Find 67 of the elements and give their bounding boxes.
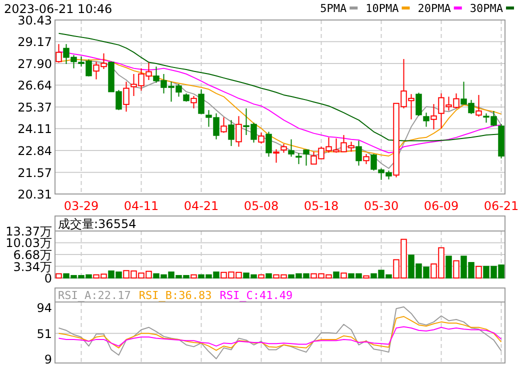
bar [453,260,460,278]
y-tick-label: 94 [36,300,52,315]
candlestick [296,152,302,165]
y-tick-label: 21.57 [18,166,52,180]
y-tick-label: 10.03万 [6,236,52,250]
y-tick-label: 27.90 [18,57,52,71]
text: RSI_B:36.83 [138,289,212,302]
candlestick [123,81,130,112]
bar [340,272,347,278]
bar [258,274,264,278]
y-tick-label: 51 [36,326,52,341]
x-tick-label: 03-29 [64,199,99,213]
candlestick [258,132,264,144]
candlestick [266,131,272,158]
y-tick-label: 9 [44,352,52,365]
candlestick [228,120,234,147]
bar [446,256,452,278]
bar [266,273,272,278]
x-tick-label: 04-11 [124,199,159,213]
y-tick-label: 0 [44,272,52,286]
candlestick [476,94,482,118]
candlestick [220,116,227,134]
legend-label: 10PMA [366,2,400,15]
candlestick [363,153,370,165]
x-tick-label: 05-30 [364,199,399,213]
y-tick-label: 25.37 [18,100,52,114]
legend-label: 20PMA [418,2,452,15]
y-tick-label: 26.64 [18,78,52,93]
x-tick-label: 05-18 [304,199,339,213]
text: RSI_A:22.17 [58,289,131,302]
candlestick [423,112,430,128]
candlestick [273,148,280,164]
y-tick-label: 20.31 [18,188,52,202]
y-tick-label: 24.11 [18,122,52,136]
bar [333,272,340,278]
y-tick-label: 29.17 [18,35,52,50]
bar [363,275,370,278]
candlestick [416,92,422,116]
y-tick-label: 6.68万 [13,248,52,262]
legend-label: 30PMA [470,2,504,15]
candlestick [56,44,62,64]
candlestick [303,149,310,166]
x-tick-label: 05-08 [244,199,279,213]
y-tick-label: 3.34万 [13,260,52,274]
x-tick-label: 04-21 [184,199,219,213]
text: RSI_C:41.49 [220,289,293,302]
candlestick [198,88,204,115]
bar [476,266,482,278]
chart-title: 成交量:36554 [58,217,136,231]
x-tick-label: 06-09 [424,199,459,213]
y-tick-label: 30.43 [18,14,52,28]
y-tick-label: 13.37万 [6,224,52,238]
line-series [58,316,502,351]
candlestick [356,140,362,166]
bar [190,274,197,278]
y-tick-label: 22.84 [18,144,52,158]
line-series [58,326,502,347]
candlestick [370,153,377,172]
bar [56,273,62,278]
candlestick [288,138,294,158]
candlestick [430,104,437,130]
legend-label: 5PMA [320,2,347,15]
line-series [58,306,502,360]
candlestick [236,116,242,148]
candlestick [190,95,197,109]
x-tick-label: 06-21 [484,199,519,213]
chart-title: 2023-06-21 10:46 [4,2,112,16]
